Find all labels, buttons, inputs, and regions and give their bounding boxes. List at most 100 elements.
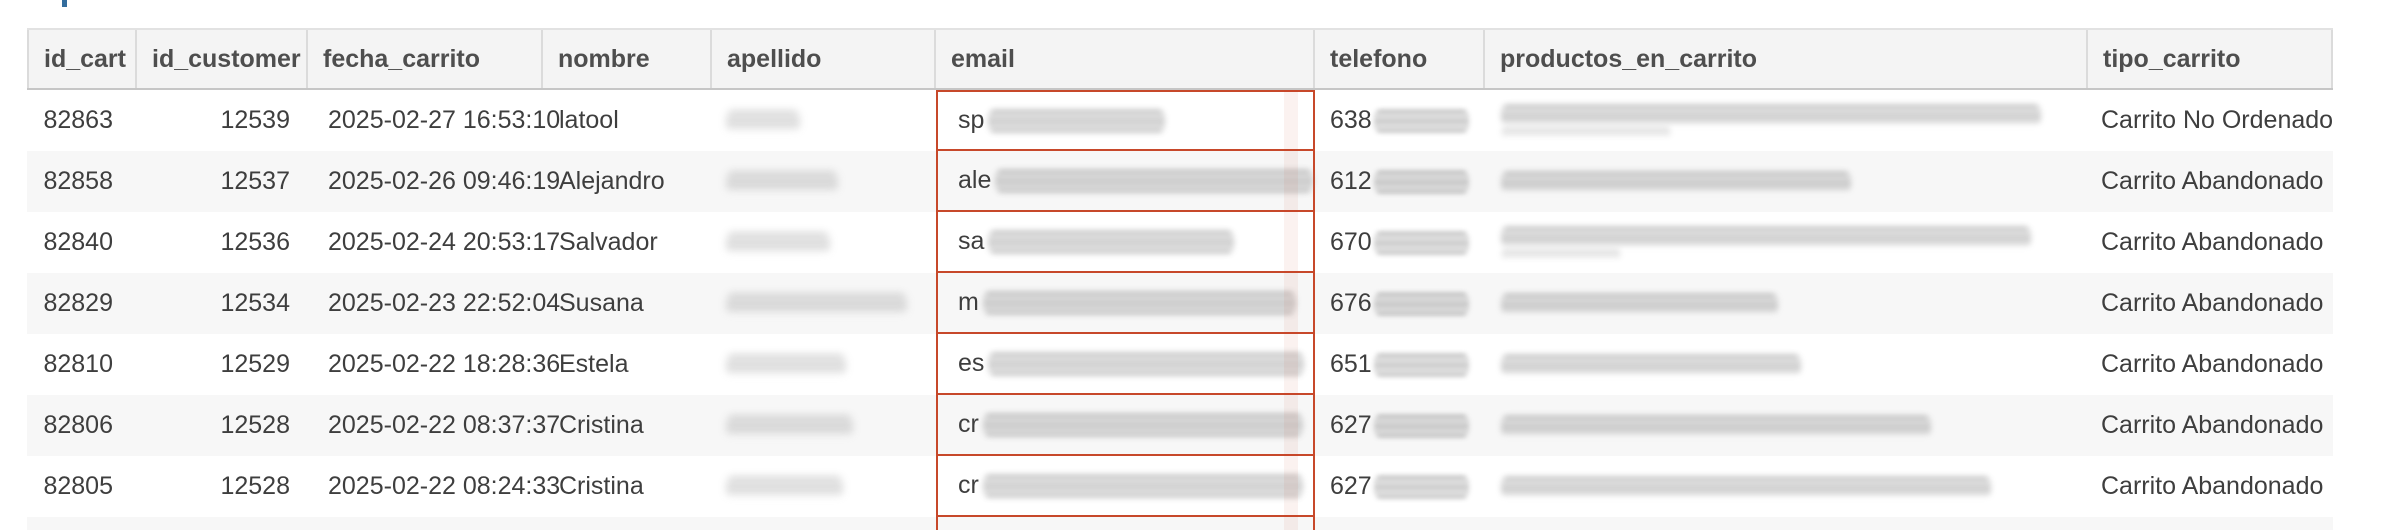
cell-productos_en_carrito[interactable]	[1485, 212, 2088, 273]
redacted-text	[982, 474, 1303, 497]
table-row-partial	[27, 517, 2333, 530]
cell-telefono[interactable]: 651	[1315, 334, 1485, 395]
column-header-nombre[interactable]: nombre	[543, 30, 712, 88]
redacted-text	[726, 415, 853, 436]
cell-telefono[interactable]: 627	[1315, 395, 1485, 456]
cell-nombre[interactable]: Estela	[543, 334, 712, 395]
column-header-telefono[interactable]: telefono	[1315, 30, 1485, 88]
email-prefix-value: cr	[958, 410, 979, 438]
cell-telefono[interactable]: 638	[1315, 90, 1485, 151]
cell-tipo_carrito	[2088, 517, 2333, 530]
cell-id_cart[interactable]: 82863	[27, 90, 137, 151]
cell-tipo_carrito[interactable]: Carrito Abandonado	[2088, 212, 2333, 273]
id_cart-value: 82863	[43, 106, 113, 134]
cell-apellido[interactable]	[712, 395, 936, 456]
table-row: 82829 12534 2025-02-23 22:52:04 Susana m 676 C…	[27, 273, 2333, 334]
cell-fecha_carrito[interactable]: 2025-02-26 09:46:19	[308, 151, 560, 212]
cell-apellido[interactable]	[712, 334, 936, 395]
tipo_carrito-value: Carrito Abandonado	[2101, 350, 2324, 378]
cell-fecha_carrito[interactable]: 2025-02-22 18:28:36	[308, 334, 560, 395]
id_cart-value: 82810	[43, 350, 113, 378]
column-header-productos_en_carrito[interactable]: productos_en_carrito	[1485, 30, 2088, 88]
email-prefix-value: sa	[958, 227, 985, 255]
cell-tipo_carrito[interactable]: Carrito Abandonado	[2088, 395, 2333, 456]
cell-email[interactable]: es	[936, 334, 1315, 395]
cell-id_cart[interactable]: 82806	[27, 395, 137, 456]
redacted-text	[1501, 354, 1801, 375]
cell-email[interactable]: ale	[936, 151, 1315, 212]
cell-telefono[interactable]: 612	[1315, 151, 1485, 212]
cell-id_customer[interactable]: 12528	[137, 395, 308, 456]
cell-id_cart[interactable]: 82829	[27, 273, 137, 334]
cell-apellido	[712, 517, 936, 530]
redacted-text	[1501, 227, 2031, 247]
cell-telefono[interactable]: 676	[1315, 273, 1485, 334]
cell-id_customer[interactable]: 12539	[137, 90, 308, 151]
cell-nombre[interactable]: Cristina	[543, 395, 712, 456]
cell-tipo_carrito[interactable]: Carrito Abandonado	[2088, 334, 2333, 395]
cell-tipo_carrito[interactable]: Carrito Abandonado	[2088, 456, 2333, 517]
cell-apellido[interactable]	[712, 273, 936, 334]
telefono-prefix-value: 676	[1330, 289, 1372, 317]
cell-id_cart[interactable]: 82805	[27, 456, 137, 517]
column-header-apellido[interactable]: apellido	[712, 30, 936, 88]
id_customer-value: 12539	[220, 106, 290, 134]
cell-nombre[interactable]: latool	[543, 90, 712, 151]
cell-id_cart[interactable]: 82840	[27, 212, 137, 273]
redacted-text	[1373, 109, 1469, 132]
cell-fecha_carrito[interactable]: 2025-02-22 08:24:33	[308, 456, 560, 517]
cell-nombre[interactable]: Salvador	[543, 212, 712, 273]
cell-productos_en_carrito[interactable]	[1485, 395, 2088, 456]
cell-fecha_carrito[interactable]: 2025-02-24 20:53:17	[308, 212, 560, 273]
cell-id_customer[interactable]: 12528	[137, 456, 308, 517]
table-row: 82840 12536 2025-02-24 20:53:17 Salvador sa 6…	[27, 212, 2333, 273]
cell-email[interactable]: cr	[936, 395, 1315, 456]
cell-email[interactable]: cr	[936, 456, 1315, 517]
cell-apellido[interactable]	[712, 90, 936, 151]
id_customer-value: 12537	[220, 167, 290, 195]
cell-email[interactable]: sa	[936, 212, 1315, 273]
cell-apellido[interactable]	[712, 212, 936, 273]
cell-id_customer[interactable]: 12529	[137, 334, 308, 395]
cell-productos_en_carrito[interactable]	[1485, 273, 2088, 334]
id_customer-value: 12536	[220, 228, 290, 256]
column-header-tipo_carrito[interactable]: tipo_carrito	[2088, 30, 2333, 88]
cell-id_cart[interactable]: 82858	[27, 151, 137, 212]
cell-nombre[interactable]: Susana	[543, 273, 712, 334]
cell-fecha_carrito[interactable]: 2025-02-23 22:52:04	[308, 273, 560, 334]
id_cart-value: 82829	[43, 289, 113, 317]
column-header-id_cart[interactable]: id_cart	[27, 30, 137, 88]
cell-apellido[interactable]	[712, 151, 936, 212]
cell-email[interactable]: m	[936, 273, 1315, 334]
cell-email[interactable]: sp	[936, 90, 1315, 151]
cell-productos_en_carrito[interactable]	[1485, 456, 2088, 517]
cell-nombre[interactable]: Alejandro	[543, 151, 712, 212]
cell-id_customer[interactable]: 12534	[137, 273, 308, 334]
cell-fecha_carrito[interactable]: 2025-02-27 16:53:10	[308, 90, 560, 151]
redacted-text	[988, 352, 1305, 375]
cell-telefono	[1315, 517, 1485, 530]
cell-id_customer[interactable]: 12537	[137, 151, 308, 212]
cell-productos_en_carrito[interactable]	[1485, 151, 2088, 212]
cell-id_customer[interactable]: 12536	[137, 212, 308, 273]
cell-tipo_carrito[interactable]: Carrito Abandonado	[2088, 151, 2333, 212]
result-table: id_cart id_customer fecha_carrito nombre ape…	[27, 28, 2333, 530]
cell-productos_en_carrito	[1485, 517, 2088, 530]
cell-nombre[interactable]: Cristina	[543, 456, 712, 517]
id_customer-value: 12534	[220, 289, 290, 317]
cell-apellido[interactable]	[712, 456, 936, 517]
cell-productos_en_carrito[interactable]	[1485, 334, 2088, 395]
redacted-text	[726, 232, 830, 253]
column-header-id_customer[interactable]: id_customer	[137, 30, 308, 88]
cell-telefono[interactable]: 670	[1315, 212, 1485, 273]
column-header-email[interactable]: email	[936, 30, 1315, 88]
cell-productos_en_carrito[interactable]	[1485, 90, 2088, 151]
cell-tipo_carrito[interactable]: Carrito Abandonado	[2088, 273, 2333, 334]
redacted-text	[726, 476, 843, 497]
cell-tipo_carrito[interactable]: Carrito No Ordenado	[2088, 90, 2333, 151]
column-header-fecha_carrito[interactable]: fecha_carrito	[308, 30, 543, 88]
cell-telefono[interactable]: 627	[1315, 456, 1485, 517]
cell-id_cart[interactable]: 82810	[27, 334, 137, 395]
redacted-text	[982, 413, 1303, 436]
cell-fecha_carrito[interactable]: 2025-02-22 08:37:37	[308, 395, 560, 456]
